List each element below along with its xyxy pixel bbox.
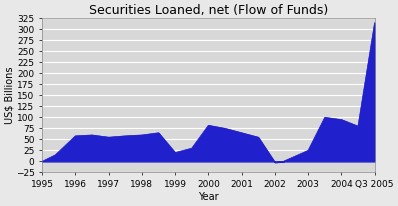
Y-axis label: US$ Billions: US$ Billions	[4, 67, 14, 124]
X-axis label: Year: Year	[198, 192, 219, 202]
Title: Securities Loaned, net (Flow of Funds): Securities Loaned, net (Flow of Funds)	[89, 4, 328, 17]
